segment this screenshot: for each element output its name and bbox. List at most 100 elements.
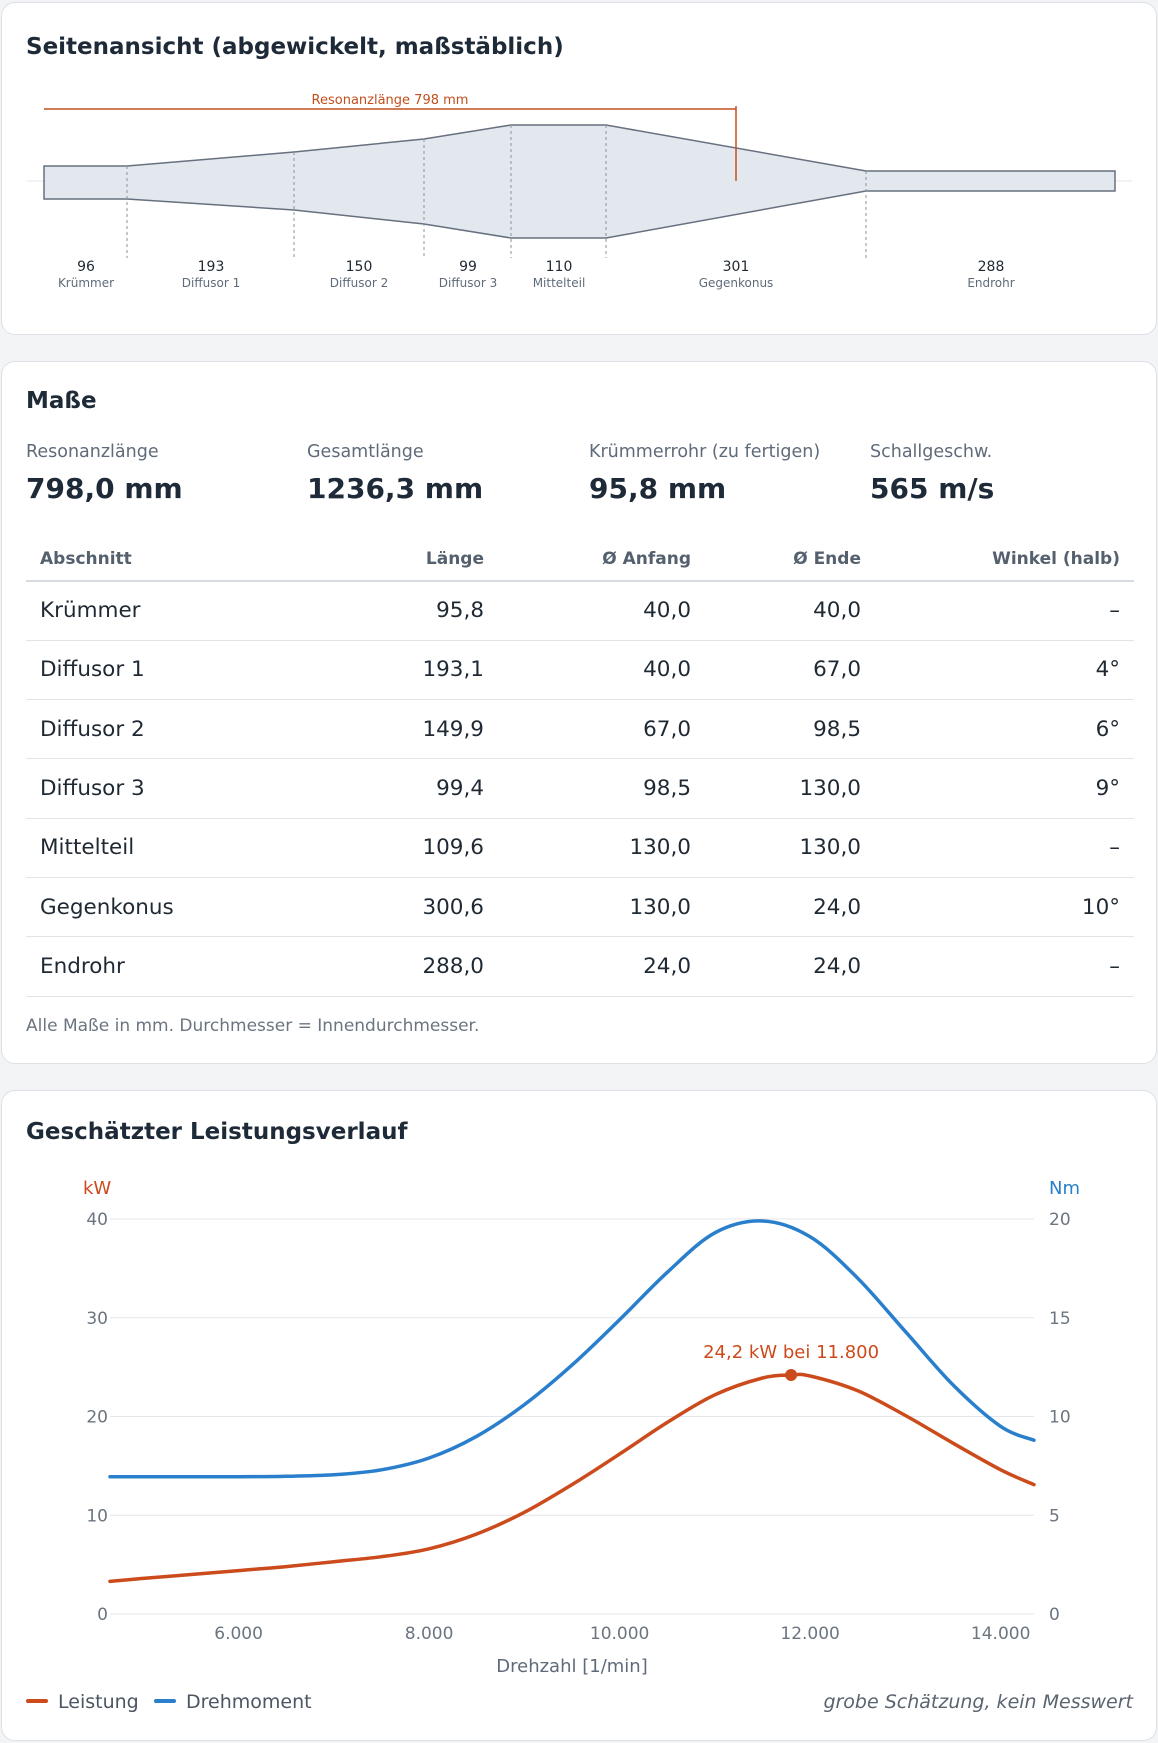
column-header: Ø Anfang	[498, 537, 705, 582]
section-name-label: Diffusor 1	[182, 276, 240, 290]
y-tick-label: 0	[97, 1605, 108, 1625]
table-cell: 24,0	[705, 877, 875, 938]
table-cell: Diffusor 1	[26, 640, 326, 701]
section-length-label: 301	[723, 259, 750, 275]
y2-tick-label: 5	[1049, 1506, 1060, 1526]
table-cell: 130,0	[705, 818, 875, 878]
stat-label: Resonanzlänge	[26, 442, 159, 462]
legend-item-torque: Drehmoment	[154, 1691, 312, 1713]
x-tick-label: 10.000	[590, 1624, 649, 1644]
table-row: Diffusor 3 99,4 98,5 130,0 9°	[26, 758, 1134, 819]
y2-axis-unit-label: Nm	[1049, 1178, 1080, 1199]
x-tick-label: 6.000	[214, 1624, 263, 1644]
table-cell: 300,6	[326, 877, 498, 938]
table-cell: 6°	[875, 699, 1134, 760]
x-axis-label: Drehzahl [1/min]	[496, 1656, 647, 1677]
table-cell: 130,0	[498, 818, 705, 878]
y-tick-label: 10	[86, 1506, 108, 1526]
performance-title: Geschätzter Leistungsverlauf	[26, 1119, 408, 1145]
table-cell: 130,0	[498, 877, 705, 938]
section-name-label: Diffusor 3	[439, 276, 497, 290]
section-length-label: 99	[459, 259, 477, 275]
table-cell: Krümmer	[26, 581, 326, 641]
x-tick-label: 12.000	[780, 1624, 839, 1644]
table-cell: 67,0	[705, 640, 875, 701]
table-cell: 24,0	[705, 936, 875, 997]
dimensions-table: Abschnitt Länge Ø Anfang Ø Ende Winkel (…	[26, 537, 1134, 997]
stat-label: Schallgeschw.	[870, 442, 993, 462]
section-name-label: Diffusor 2	[330, 276, 388, 290]
section-length-label: 110	[546, 259, 573, 275]
peak-label: 24,2 kW bei 11.800	[703, 1342, 879, 1363]
table-cell: 10°	[875, 877, 1134, 938]
table-row: Krümmer 95,8 40,0 40,0–	[26, 581, 1134, 641]
section-length-label: 150	[346, 259, 373, 275]
table-cell: 40,0	[498, 581, 705, 641]
table-cell: 40,0	[498, 640, 705, 701]
legend-label: Leistung	[58, 1691, 139, 1713]
table-cell: 149,9	[326, 699, 498, 760]
y2-tick-label: 10	[1049, 1408, 1071, 1428]
section-name-label: Endrohr	[967, 276, 1014, 290]
stat-total-length: Gesamtlänge 1236,3 mm	[307, 442, 483, 505]
table-cell: 9°	[875, 758, 1134, 819]
table-cell: 95,8	[326, 581, 498, 641]
side-view-card: Seitenansicht (abgewickelt, maßstäblich)…	[1, 2, 1157, 335]
stat-label: Krümmerrohr (zu fertigen)	[589, 442, 821, 462]
legend-swatch-torque	[154, 1698, 176, 1703]
section-name-label: Gegenkonus	[699, 276, 774, 290]
table-cell: 24,0	[498, 936, 705, 997]
table-cell: 98,5	[705, 699, 875, 760]
dimensions-card: Maße Resonanzlänge 798,0 mm Gesamtlänge …	[1, 361, 1157, 1064]
x-tick-label: 14.000	[971, 1624, 1030, 1644]
legend-label: Drehmoment	[186, 1691, 312, 1713]
table-cell: 67,0	[498, 699, 705, 760]
stat-value: 565 m/s	[870, 472, 995, 505]
y-tick-label: 20	[86, 1408, 108, 1428]
column-header: Abschnitt	[26, 537, 326, 582]
section-length-label: 193	[198, 259, 225, 275]
y-axis-unit-label: kW	[83, 1178, 111, 1199]
table-row: Endrohr 288,0 24,0 24,0–	[26, 936, 1134, 997]
table-footnote: Alle Maße in mm. Durchmesser = Innendurc…	[26, 1016, 480, 1036]
stat-header-pipe: Krümmerrohr (zu fertigen) 95,8 mm	[589, 442, 820, 505]
table-cell: –	[875, 818, 1134, 878]
table-cell: Diffusor 2	[26, 699, 326, 760]
stat-value: 798,0 mm	[26, 472, 183, 505]
table-cell: 109,6	[326, 818, 498, 878]
section-name-label: Krümmer	[58, 276, 114, 290]
performance-chart: 0 0 10 5 20 10 30 15 40 20 6.000 8.000 10.000 12.000 1…	[83, 1178, 1080, 1677]
side-view-diagram: Resonanzlänge 798 mm 96 193 150 99 110 3…	[27, 93, 1132, 290]
table-cell: –	[875, 581, 1134, 641]
table-row: Mittelteil 109,6 130,0 130,0–	[26, 818, 1134, 878]
stat-value: 1236,3 mm	[307, 472, 484, 505]
legend-swatch-power	[26, 1698, 48, 1703]
table-cell: –	[875, 936, 1134, 997]
performance-card: Geschätzter Leistungsverlauf 0 0 10 5 20 10 30…	[1, 1090, 1157, 1741]
power-line	[108, 1372, 1036, 1584]
y-tick-label: 30	[86, 1309, 108, 1329]
y2-tick-label: 0	[1049, 1605, 1060, 1625]
table-cell: 193,1	[326, 640, 498, 701]
dimensions-title: Maße	[26, 388, 97, 414]
stat-resonance-length: Resonanzlänge 798,0 mm	[26, 442, 183, 505]
table-row: Gegenkonus 300,6 130,0 24,0 10°	[26, 877, 1134, 938]
table-cell: Mittelteil	[26, 818, 326, 878]
column-header: Winkel (halb)	[875, 537, 1134, 582]
table-cell: 99,4	[326, 758, 498, 819]
table-cell: 288,0	[326, 936, 498, 997]
legend-item-power: Leistung	[26, 1691, 139, 1713]
table-cell: Gegenkonus	[26, 877, 326, 938]
peak-marker	[785, 1369, 798, 1382]
resonance-label: Resonanzlänge 798 mm	[312, 93, 469, 108]
side-view-title: Seitenansicht (abgewickelt, maßstäblich)	[26, 34, 564, 60]
section-name-label: Mittelteil	[533, 276, 586, 290]
x-tick-label: 8.000	[405, 1624, 454, 1644]
y2-tick-label: 15	[1049, 1309, 1071, 1329]
column-header: Ø Ende	[705, 537, 875, 582]
stat-value: 95,8 mm	[589, 472, 727, 505]
table-cell: 130,0	[705, 758, 875, 819]
section-length-label: 96	[77, 259, 95, 275]
y-tick-label: 40	[86, 1210, 108, 1230]
column-header: Länge	[326, 537, 498, 582]
